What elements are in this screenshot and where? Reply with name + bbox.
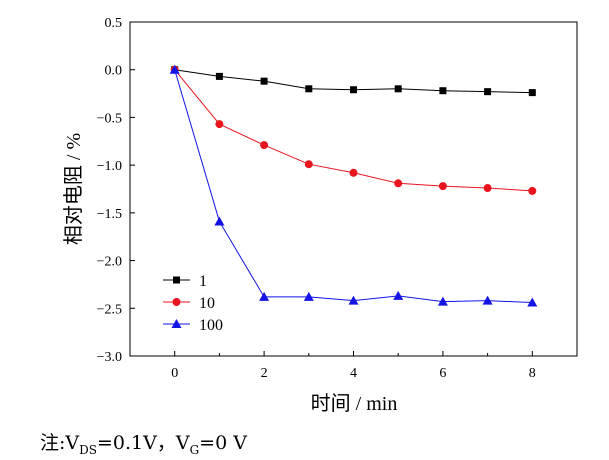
data-point-square <box>394 85 402 93</box>
footnote-mid: =0.1V，V <box>96 432 190 454</box>
footnote-sub-g: G <box>189 442 200 457</box>
legend: 1 10 100 <box>163 273 223 334</box>
legend-label: 10 <box>199 295 215 312</box>
data-point-circle <box>394 179 403 188</box>
footnote-sub-ds: DS <box>79 442 97 457</box>
y-tick-label: −1.5 <box>97 207 122 222</box>
x-tick-label: 0 <box>171 366 178 381</box>
data-point-triangle <box>348 295 359 305</box>
data-point-circle <box>172 298 181 306</box>
y-tick-label: −2.5 <box>97 302 122 317</box>
data-point-triangle <box>393 290 404 300</box>
relative-resistance-chart: 0.50.0−0.5−1.0−1.5−2.0−2.5−3.00 2 4 6 8 1101… <box>62 16 578 415</box>
legend-label: 1 <box>199 273 207 290</box>
legend-entry-10: 10 <box>163 295 215 312</box>
data-point-triangle <box>214 216 225 226</box>
data-point-circle <box>260 141 269 150</box>
x-axis-label: 时间 / min <box>311 392 398 415</box>
data-series <box>169 64 538 307</box>
x-tick-label: 4 <box>350 366 357 381</box>
data-point-triangle <box>303 291 314 301</box>
data-point-circle <box>528 186 537 195</box>
data-point-square <box>215 72 223 80</box>
y-axis-label: 相对电阻 / % <box>62 133 85 245</box>
legend-entry-100: 100 <box>163 317 223 334</box>
footnote-suffix: =0 V <box>199 432 247 454</box>
series-1 <box>171 66 536 97</box>
data-point-circle <box>304 160 313 169</box>
data-point-square <box>350 86 357 94</box>
data-point-triangle <box>171 319 182 328</box>
legend-label: 100 <box>199 317 223 334</box>
data-point-square <box>173 276 180 284</box>
footnote: 注:VDS=0.1V，VG=0 V <box>40 428 247 457</box>
y-tick-label: −3.0 <box>97 350 122 365</box>
x-tick-label: 6 <box>439 366 446 381</box>
y-tick-label: 0.5 <box>105 16 123 31</box>
footnote-prefix: 注:V <box>40 432 80 454</box>
data-point-square <box>528 89 536 97</box>
data-point-square <box>305 85 313 93</box>
series-100 <box>169 64 538 307</box>
data-point-triangle <box>259 291 270 301</box>
axes: 0.5 0.0 −0.5 −1.0 −1.5 −2.0 −2.5 −3.0 0 2 4 6 8 <box>97 16 578 381</box>
data-point-circle <box>438 182 447 191</box>
data-point-square <box>484 88 492 96</box>
data-point-circle <box>483 184 492 193</box>
x-tick-label: 8 <box>529 366 536 381</box>
data-point-square <box>439 87 447 95</box>
data-point-triangle <box>527 297 538 307</box>
data-point-square <box>260 77 268 85</box>
data-point-circle <box>349 168 358 177</box>
data-point-circle <box>215 120 224 129</box>
data-point-triangle <box>169 64 180 74</box>
series-10 <box>170 65 537 195</box>
y-tick-label: 0.0 <box>105 64 123 79</box>
series-line <box>174 69 533 304</box>
x-tick-label: 2 <box>261 366 268 381</box>
y-tick-label: −2.0 <box>97 255 122 270</box>
y-tick-label: −0.5 <box>97 111 122 126</box>
data-point-triangle <box>482 295 493 305</box>
legend-entry-1: 1 <box>163 273 207 290</box>
y-tick-label: −1.0 <box>97 159 122 174</box>
data-point-triangle <box>437 296 448 306</box>
